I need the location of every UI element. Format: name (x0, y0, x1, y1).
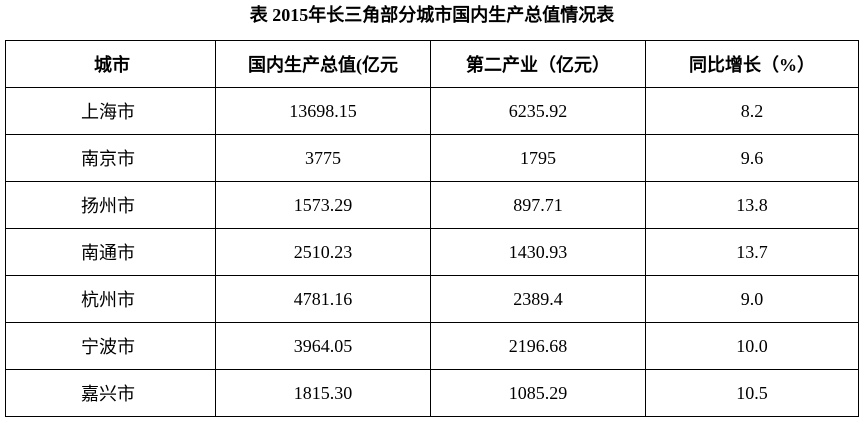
value-cell: 897.71 (430, 181, 646, 229)
value-cell: 13698.15 (215, 87, 431, 135)
city-cell: 南通市 (5, 228, 216, 276)
value-cell: 9.6 (645, 134, 859, 182)
city-cell: 宁波市 (5, 322, 216, 370)
data-table: 城市 国内生产总值(亿元 第二产业（亿元） 同比增长（%） 上海市 13698.15 62… (5, 40, 859, 417)
value-cell: 13.8 (645, 181, 859, 229)
value-cell: 2196.68 (430, 322, 646, 370)
table-body: 上海市 13698.15 6235.92 8.2 南京市 3775 1795 9.6 扬州市 15… (5, 87, 859, 417)
value-cell: 2510.23 (215, 228, 431, 276)
value-cell: 1430.93 (430, 228, 646, 276)
table-row: 上海市 13698.15 6235.92 8.2 (5, 87, 859, 135)
city-cell: 杭州市 (5, 275, 216, 323)
table-title: 表 2015年长三角部分城市国内生产总值情况表 (249, 5, 615, 25)
header-row: 城市 国内生产总值(亿元 第二产业（亿元） 同比增长（%） (5, 40, 859, 88)
column-header: 国内生产总值(亿元 (215, 40, 431, 88)
value-cell: 8.2 (645, 87, 859, 135)
value-cell: 4781.16 (215, 275, 431, 323)
city-cell: 南京市 (5, 134, 216, 182)
column-header: 第二产业（亿元） (430, 40, 646, 88)
table-row: 杭州市 4781.16 2389.4 9.0 (5, 275, 859, 323)
city-cell: 上海市 (5, 87, 216, 135)
value-cell: 1815.30 (215, 369, 431, 417)
value-cell: 13.7 (645, 228, 859, 276)
table-row: 南通市 2510.23 1430.93 13.7 (5, 228, 859, 276)
value-cell: 10.5 (645, 369, 859, 417)
city-cell: 嘉兴市 (5, 369, 216, 417)
table-row: 宁波市 3964.05 2196.68 10.0 (5, 322, 859, 370)
value-cell: 3775 (215, 134, 431, 182)
value-cell: 3964.05 (215, 322, 431, 370)
value-cell: 10.0 (645, 322, 859, 370)
value-cell: 9.0 (645, 275, 859, 323)
value-cell: 6235.92 (430, 87, 646, 135)
value-cell: 1795 (430, 134, 646, 182)
value-cell: 1573.29 (215, 181, 431, 229)
column-header: 同比增长（%） (645, 40, 859, 88)
value-cell: 1085.29 (430, 369, 646, 417)
value-cell: 2389.4 (430, 275, 646, 323)
column-header: 城市 (5, 40, 216, 88)
table-row: 扬州市 1573.29 897.71 13.8 (5, 181, 859, 229)
table-row: 嘉兴市 1815.30 1085.29 10.5 (5, 369, 859, 417)
city-cell: 扬州市 (5, 181, 216, 229)
table-row: 南京市 3775 1795 9.6 (5, 134, 859, 182)
table-head: 城市 国内生产总值(亿元 第二产业（亿元） 同比增长（%） (5, 40, 859, 88)
